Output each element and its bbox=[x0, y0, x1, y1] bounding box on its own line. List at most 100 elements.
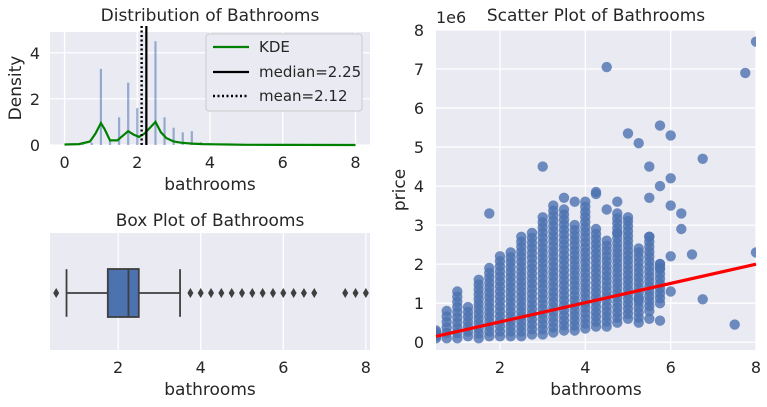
histogram-y-tick-label: 4 bbox=[30, 44, 40, 63]
boxplot-title: Box Plot of Bathrooms bbox=[116, 211, 305, 231]
scatter-y-tick-label: 8 bbox=[414, 21, 424, 40]
histogram-bar bbox=[99, 68, 103, 145]
scatter-point bbox=[622, 128, 634, 139]
scatter-point bbox=[441, 305, 452, 317]
scatter-y-tick-label: 0 bbox=[414, 333, 424, 352]
scatter-point bbox=[665, 130, 676, 141]
scatter-point bbox=[644, 192, 655, 203]
histogram-y-tick-label: 2 bbox=[30, 90, 40, 109]
scatter-point bbox=[537, 212, 548, 223]
boxplot-outlier-point bbox=[249, 288, 256, 298]
legend-box bbox=[205, 33, 363, 112]
boxplot-x-tick-label: 4 bbox=[196, 358, 206, 377]
histogram-bar bbox=[108, 140, 112, 145]
scatter-y-tick-label: 7 bbox=[414, 60, 424, 79]
scatter-point bbox=[729, 319, 740, 330]
scatter-point bbox=[612, 196, 623, 207]
scatter-y-tick-label: 5 bbox=[414, 138, 424, 157]
scatter-y-tick-label: 2 bbox=[414, 255, 424, 274]
histogram-title: Distribution of Bathrooms bbox=[101, 6, 320, 26]
histogram-bar bbox=[181, 132, 184, 145]
histogram-x-tick-label: 2 bbox=[132, 153, 142, 172]
scatter-point bbox=[484, 262, 495, 274]
boxplot-outlier-point bbox=[280, 288, 287, 298]
scatter-point bbox=[452, 286, 463, 297]
scatter-point bbox=[601, 61, 612, 73]
scatter-point bbox=[526, 227, 538, 239]
histogram-bar bbox=[117, 117, 121, 145]
regression-line bbox=[435, 262, 757, 338]
legend-kde-label: KDE bbox=[259, 38, 290, 56]
boxplot-x-tick-label: 6 bbox=[278, 358, 288, 377]
histogram-bar bbox=[90, 142, 93, 145]
scatter-y-tick-labels: 0 1 2 3 4 5 6 7 8 bbox=[414, 21, 424, 352]
scatter-y-axis-label: price bbox=[390, 169, 410, 211]
scatter-point bbox=[494, 251, 506, 262]
scatter-point bbox=[590, 188, 602, 200]
scatter-point bbox=[676, 208, 687, 219]
scatter-y-tick-label: 1 bbox=[414, 294, 424, 313]
scatter-point bbox=[633, 138, 644, 149]
scatter-point bbox=[558, 204, 570, 215]
scatter-x-tick-label: 2 bbox=[495, 358, 505, 377]
scatter-point bbox=[516, 231, 527, 242]
boxplot-outlier-point bbox=[259, 288, 266, 298]
scatter-point bbox=[665, 173, 676, 184]
boxplot-x-tick-label: 8 bbox=[361, 358, 371, 377]
scatter-point bbox=[580, 196, 591, 207]
boxplot-outlier-point bbox=[290, 288, 297, 298]
boxplot-outlier-point bbox=[342, 288, 349, 298]
scatter-point bbox=[654, 262, 666, 274]
scatter-x-tick-labels: 2 4 6 8 bbox=[495, 358, 761, 377]
scatter-point bbox=[686, 249, 698, 260]
scatter-point bbox=[654, 180, 666, 192]
boxplot-outlier-point bbox=[197, 288, 204, 298]
boxplot-outlier-point bbox=[362, 288, 369, 298]
boxplot-outlier-point bbox=[239, 288, 245, 298]
legend-median-label: median=2.25 bbox=[259, 63, 361, 81]
histogram-bar bbox=[127, 82, 130, 145]
scatter-point bbox=[569, 219, 580, 231]
histogram-x-axis-label: bathrooms bbox=[164, 175, 256, 195]
scatter-point bbox=[750, 36, 756, 47]
histogram-x-tick-label: 6 bbox=[278, 153, 288, 172]
scatter-point bbox=[601, 204, 612, 215]
scatter-x-tick-label: 6 bbox=[666, 358, 676, 377]
scatter-point bbox=[473, 274, 484, 285]
boxplot-x-axis-label: bathrooms bbox=[164, 380, 256, 400]
scatter-point bbox=[676, 223, 687, 235]
scatter-point bbox=[612, 208, 623, 219]
scatter-point bbox=[697, 294, 708, 305]
histogram-y-tick-labels: 0 2 4 bbox=[30, 44, 40, 155]
scatter-point bbox=[654, 315, 666, 326]
histogram-y-tick-label: 0 bbox=[30, 136, 40, 155]
scatter-point bbox=[462, 301, 474, 313]
scatter-point bbox=[654, 120, 666, 131]
boxplot-outlier-point bbox=[269, 288, 276, 298]
scatter-point bbox=[697, 153, 708, 164]
boxplot-outlier-point bbox=[218, 288, 225, 298]
scatter-point bbox=[633, 243, 644, 254]
scatter-panel: 2 4 6 8 0 1 2 3 4 5 6 7 8 1e6 Scatter Plot of Bathr… bbox=[390, 6, 761, 400]
histogram-bar bbox=[154, 41, 157, 146]
scatter-point bbox=[665, 286, 676, 297]
histogram-x-tick-label: 0 bbox=[59, 153, 69, 172]
scatter-point bbox=[505, 247, 516, 258]
histogram-x-tick-label: 8 bbox=[350, 153, 360, 172]
scatter-y-tick-label: 6 bbox=[414, 99, 424, 118]
scatter-point bbox=[665, 251, 676, 262]
boxplot-outlier-point bbox=[352, 288, 359, 298]
scatter-point bbox=[569, 196, 580, 207]
boxplot-panel: 2 4 6 8 Box Plot of Bathrooms bathrooms bbox=[50, 211, 371, 400]
boxplot-outlier-point bbox=[228, 288, 235, 298]
scatter-points bbox=[436, 36, 756, 344]
histogram-bar bbox=[163, 117, 166, 145]
boxplot-outlier-point bbox=[53, 288, 60, 298]
scatter-y-tick-label: 4 bbox=[414, 177, 424, 196]
scatter-point bbox=[590, 223, 602, 235]
scatter-point bbox=[644, 161, 655, 172]
scatter-point bbox=[750, 247, 756, 258]
histogram-bar bbox=[190, 131, 193, 145]
scatter-title: Scatter Plot of Bathrooms bbox=[487, 6, 705, 26]
